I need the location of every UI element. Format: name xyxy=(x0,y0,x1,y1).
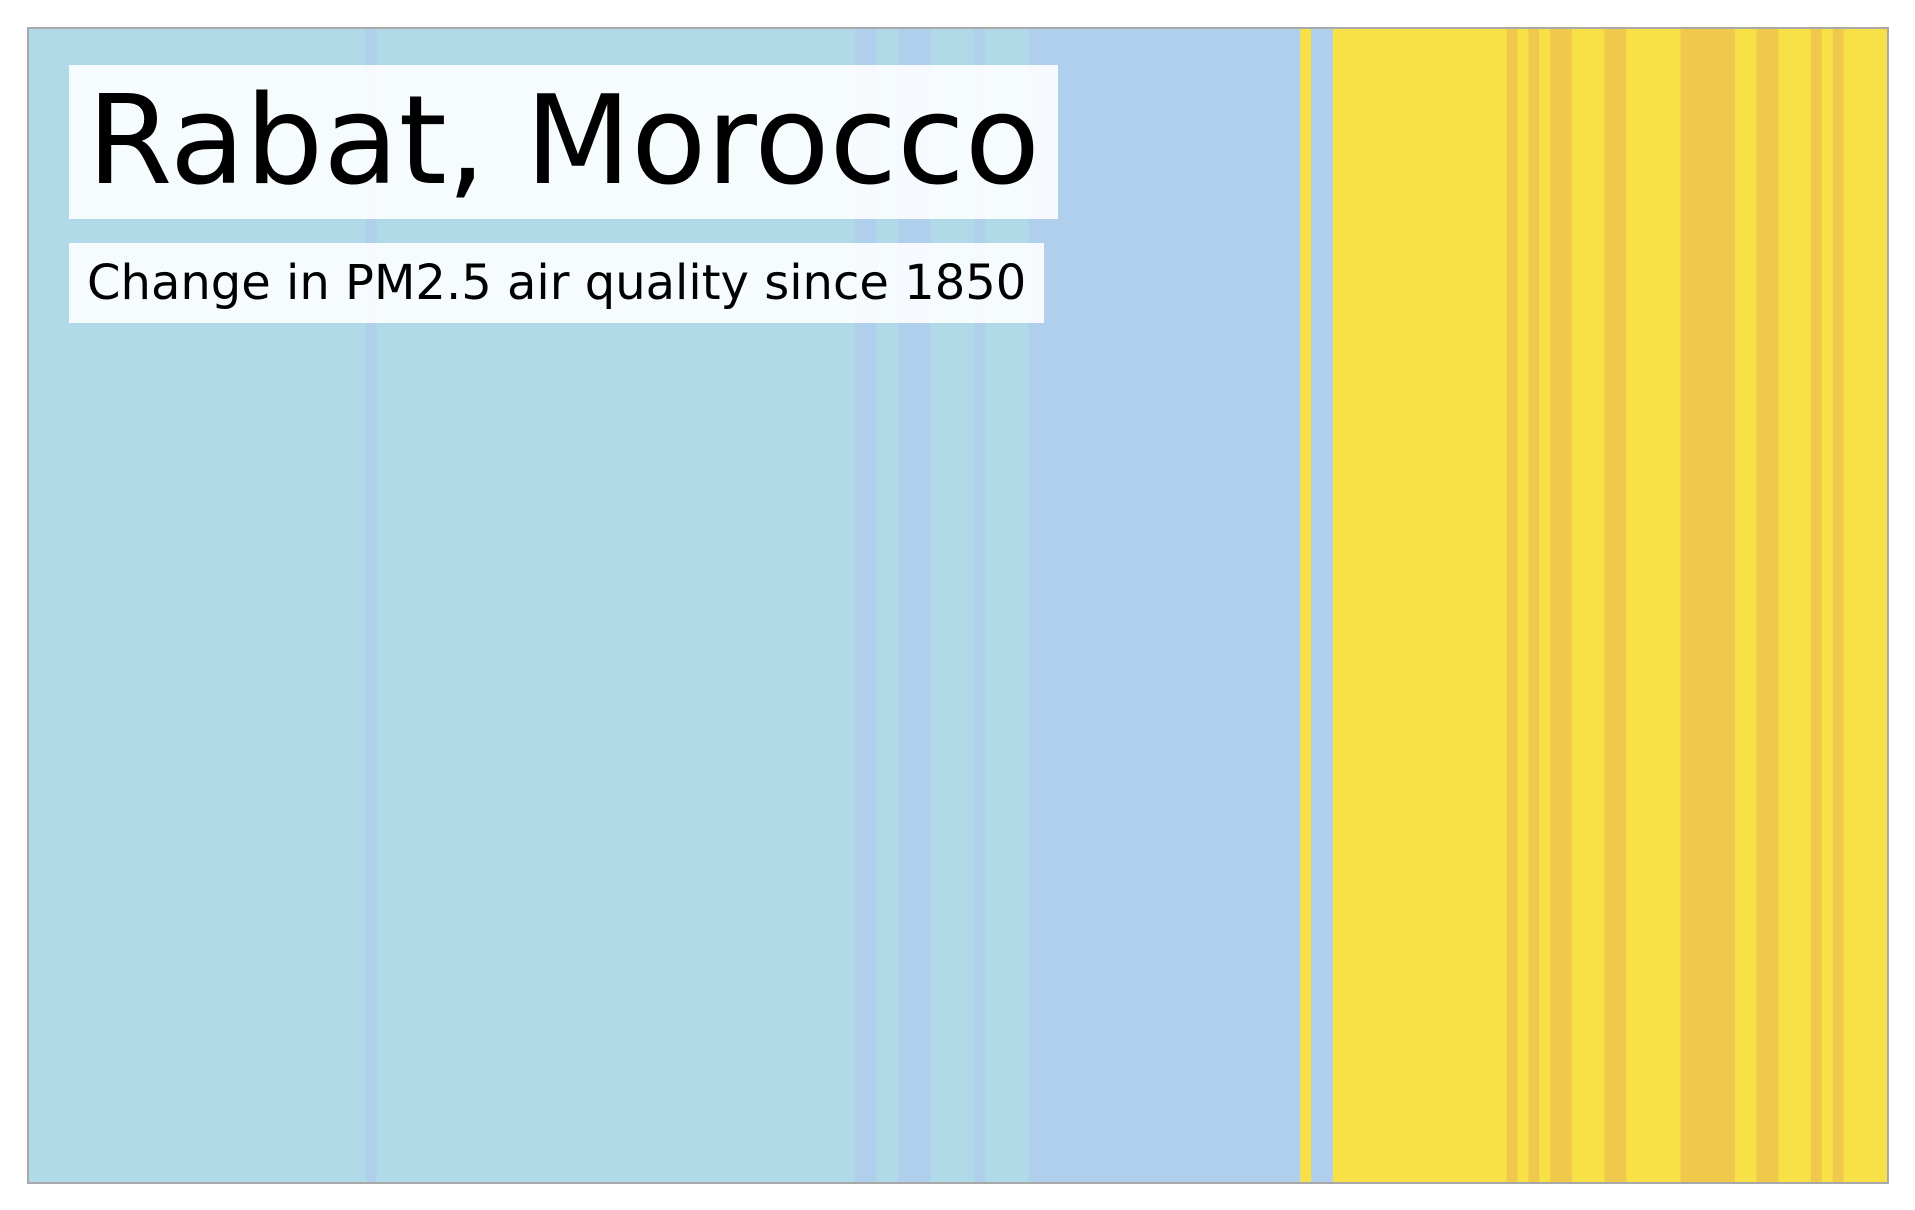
stripe-2009-2011 xyxy=(1756,29,1779,1182)
stripe-1989-1990 xyxy=(1539,29,1551,1182)
chart-title: Rabat, Morocco xyxy=(69,65,1059,219)
chart-subtitle: Change in PM2.5 air quality since 1850 xyxy=(69,243,1045,323)
stripe-1938-1942 xyxy=(985,29,1030,1182)
stripe-1970-1986 xyxy=(1332,29,1508,1182)
stripe-1968-1970 xyxy=(1311,29,1334,1182)
stripe-1967-1968 xyxy=(1300,29,1312,1182)
stripe-2016-2017 xyxy=(1832,29,1845,1182)
stripe-1882-1926 xyxy=(376,29,856,1182)
stripes-plot-area xyxy=(29,29,1887,1182)
stripe-2007-2009 xyxy=(1734,29,1758,1182)
stripe-2017-2021 xyxy=(1843,29,1887,1182)
stripes-chart: Rabat, Morocco Change in PM2.5 air quali… xyxy=(27,27,1889,1184)
stripe-1986-1987 xyxy=(1506,29,1519,1182)
stripe-1995-1997 xyxy=(1604,29,1627,1182)
stripe-1881-1882 xyxy=(365,29,378,1182)
stripe-2002-2007 xyxy=(1680,29,1736,1182)
stripe-2015-2016 xyxy=(1821,29,1834,1182)
stripe-1997-2002 xyxy=(1626,29,1682,1182)
stripe-1937-1938 xyxy=(974,29,986,1182)
stripe-1987-1988 xyxy=(1517,29,1529,1182)
stripe-1933-1937 xyxy=(930,29,975,1182)
stripe-2014-2015 xyxy=(1810,29,1823,1182)
stripe-2011-2014 xyxy=(1778,29,1812,1182)
stripe-1988-1989 xyxy=(1528,29,1540,1182)
stripe-1850-1881 xyxy=(29,29,367,1182)
stripe-1990-1992 xyxy=(1550,29,1573,1182)
stripe-1930-1933 xyxy=(898,29,932,1182)
stripe-1942-1967 xyxy=(1028,29,1301,1182)
stripe-1992-1995 xyxy=(1571,29,1605,1182)
